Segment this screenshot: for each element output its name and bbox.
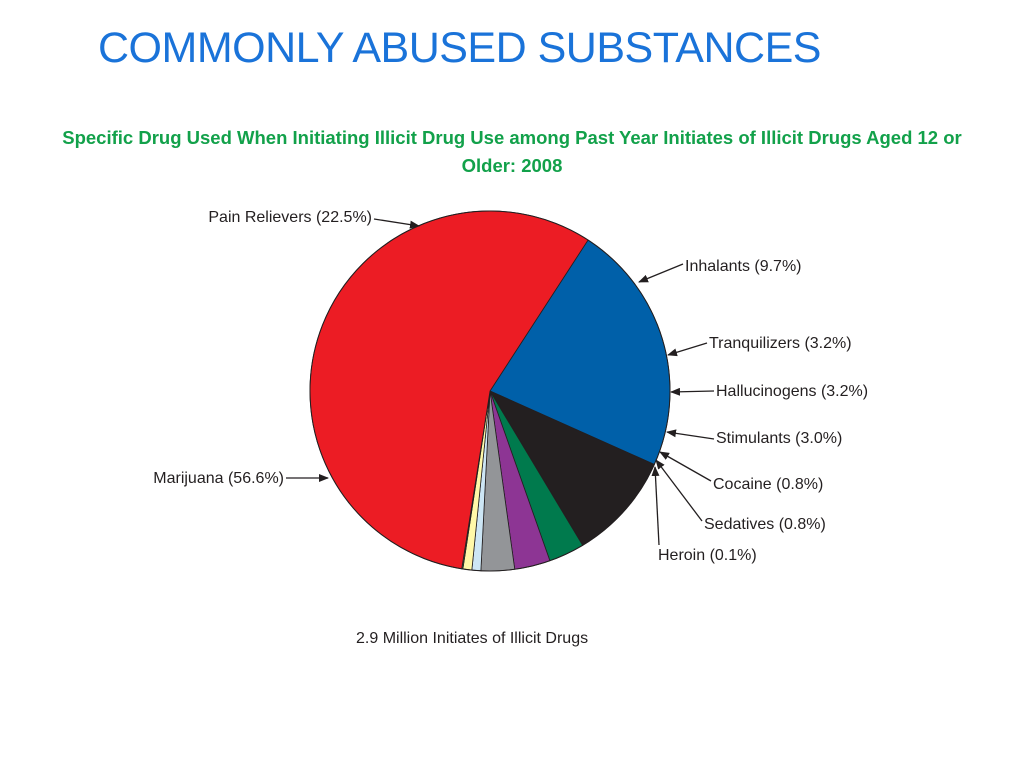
leader-arrow-pain-relievers (373, 218, 420, 229)
leader-lines (286, 218, 715, 546)
leader-arrow-inhalants (638, 263, 684, 283)
leader-arrow-sedatives (655, 459, 703, 522)
slice-label-sedatives: Sedatives (0.8%) (704, 516, 826, 533)
slice-labels: Pain Relievers (22.5%) Inhalants (9.7%) Tr… (153, 209, 868, 564)
leader-arrow-tranquilizers (667, 342, 708, 357)
slice-label-inhalants: Inhalants (9.7%) (685, 258, 802, 275)
pie-slices (309, 210, 671, 572)
leader-arrow-hallucinogens (670, 387, 715, 396)
pie-outline (309, 210, 671, 572)
slide-title: COMMONLY ABUSED SUBSTANCES (98, 24, 821, 72)
slice-label-cocaine: Cocaine (0.8%) (713, 476, 823, 493)
slice-label-pain-relievers: Pain Relievers (22.5%) (208, 209, 372, 226)
slice-label-heroin: Heroin (0.1%) (658, 547, 757, 564)
slice-label-tranquilizers: Tranquilizers (3.2%) (709, 335, 852, 352)
leader-arrow-heroin (651, 466, 660, 546)
leader-arrow-cocaine (659, 451, 712, 482)
slice-label-hallucinogens: Hallucinogens (3.2%) (716, 383, 868, 400)
chart-title: Specific Drug Used When Initiating Illic… (62, 127, 962, 176)
slice-label-marijuana: Marijuana (56.6%) (153, 470, 284, 487)
slice-label-stimulants: Stimulants (3.0%) (716, 430, 842, 447)
leader-arrow-stimulants (666, 429, 715, 440)
chart-footnote: 2.9 Million Initiates of Illicit Drugs (356, 630, 589, 647)
